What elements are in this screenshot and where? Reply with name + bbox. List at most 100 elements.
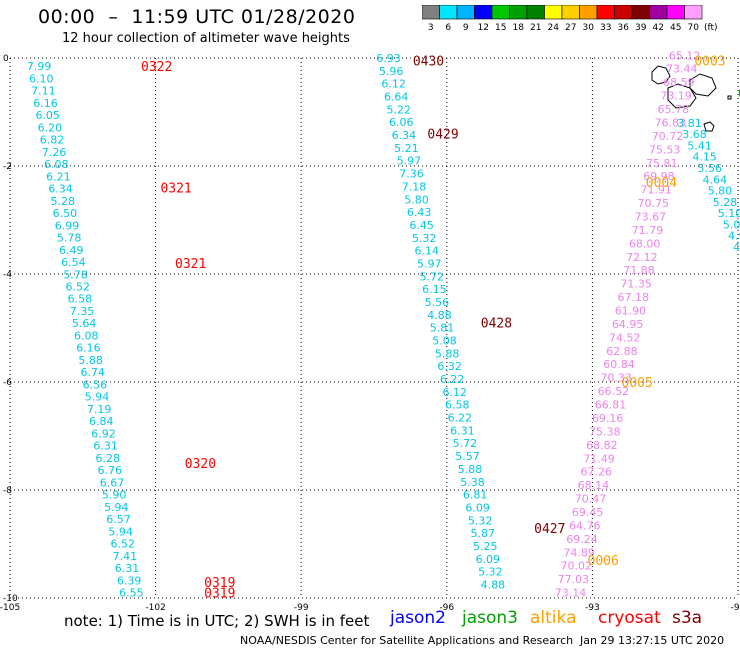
wave-height-point: 75.81 — [646, 157, 678, 170]
wave-height-point: 6.34 — [392, 129, 417, 142]
colorbar-label: 9 — [463, 23, 469, 33]
wave-height-point: 5.57 — [455, 450, 480, 463]
wave-height-point: 6.74 — [80, 366, 105, 379]
wave-height-point: 6.55 — [119, 587, 144, 600]
wave-height-point: 6.67 — [100, 476, 125, 489]
wave-height-point: 6.52 — [65, 280, 90, 293]
wave-height-point: 65.12 — [669, 49, 701, 62]
wave-height-point: 66.52 — [598, 385, 630, 398]
colorbar-label: 15 — [495, 23, 506, 33]
colorbar-label: 70 — [688, 23, 700, 33]
wave-height-point: 6.31 — [93, 440, 118, 453]
wave-height-point: 5.72 — [453, 437, 478, 450]
wave-height-point: 6.31 — [450, 424, 475, 437]
wave-height-point: 7.35 — [70, 305, 95, 318]
wave-height-point: 5.56 — [698, 162, 723, 175]
colorbar-label: 27 — [565, 23, 576, 33]
wave-height-point: 5.94 — [104, 501, 129, 514]
wave-height-point: 4.15 — [692, 151, 717, 164]
wave-height-point: 77.03 — [558, 573, 590, 586]
colorbar-label: 42 — [653, 23, 664, 33]
wave-height-point: 6.92 — [91, 427, 116, 440]
wave-height-point: 69.16 — [592, 412, 624, 425]
wave-height-point: 4.60 — [733, 241, 740, 254]
wave-height-point: 5.97 — [417, 257, 442, 270]
wave-height-point: 5.64 — [72, 317, 97, 330]
wave-height-point: 6.09 — [465, 501, 490, 514]
footer-note: note: 1) Time is in UTC; 2) SWH is in fe… — [64, 612, 370, 630]
wave-height-point: 70.72 — [652, 130, 684, 143]
wave-height-point: 75.38 — [589, 425, 621, 438]
wave-height-point: 68.14 — [578, 479, 610, 492]
colorbar-label: 30 — [583, 23, 595, 33]
wave-height-point: 6.93 — [376, 52, 401, 65]
wave-height-point: 5.97 — [397, 155, 422, 168]
colorbar-label: 36 — [618, 23, 630, 33]
colorbar-label: 3 — [428, 23, 434, 33]
wave-height-point: 71.79 — [632, 224, 664, 237]
y-tick-label: -2 — [3, 162, 12, 172]
wave-height-point: 69.98 — [643, 170, 675, 183]
wave-height-point: 61.90 — [615, 305, 647, 318]
colorbar-label: 12 — [478, 23, 489, 33]
wave-height-point: 6.22 — [448, 412, 473, 425]
wave-height-point: 5.88 — [435, 347, 460, 360]
wave-height-point: 6.43 — [407, 206, 432, 219]
wave-height-point: 70.47 — [575, 493, 607, 506]
wave-height-point: 5.28 — [50, 195, 75, 208]
time-label: 0428 — [481, 317, 512, 332]
wave-height-point: 62.88 — [606, 345, 638, 358]
wave-height-point: 67.18 — [618, 291, 650, 304]
wave-height-point: 6.34 — [48, 183, 73, 196]
wave-height-point: 68.59 — [663, 76, 695, 89]
time-label: 0427 — [534, 522, 565, 537]
time-label: 053 — [738, 87, 740, 102]
time-label: 0003 — [694, 55, 725, 70]
colorbar-label: 39 — [635, 23, 647, 33]
wave-height-point: 6.58 — [68, 293, 93, 306]
wave-height-point: 6.08 — [74, 329, 99, 342]
satellite-legend-jason3: jason3 — [462, 608, 518, 628]
colorbar-label: 45 — [670, 23, 681, 33]
x-tick-label: -102 — [145, 603, 165, 613]
wave-height-point: 6.82 — [40, 134, 65, 147]
wave-height-point: 6.50 — [53, 207, 78, 220]
wave-height-point: 6.31 — [115, 562, 140, 575]
wave-height-point: 74.89 — [563, 546, 595, 559]
wave-height-point: 4.88 — [481, 579, 506, 592]
wave-height-point: 4.94 — [728, 230, 740, 243]
wave-height-point: 5.87 — [470, 527, 495, 540]
wave-height-point: 6.58 — [445, 399, 470, 412]
wave-height-point: 6.64 — [384, 91, 409, 104]
wave-height-point: 7.11 — [31, 85, 56, 98]
wave-height-point: 6.12 — [442, 386, 467, 399]
wave-height-point: 70.02 — [561, 560, 593, 573]
wave-height-point: 5.80 — [404, 193, 429, 206]
wave-height-point: 6.20 — [38, 121, 63, 134]
island-outline — [703, 121, 715, 132]
wave-height-point: 75.53 — [649, 143, 681, 156]
colorbar-label: 21 — [530, 23, 541, 33]
generated-timestamp: Jan 29 13:27:15 UTC 2020 — [580, 634, 725, 647]
wave-height-point: 5.32 — [468, 514, 493, 527]
wave-height-point: 7.26 — [42, 146, 67, 159]
chart-title: 00:00 – 11:59 UTC 01/28/2020 — [38, 6, 356, 28]
wave-height-point: 5.21 — [394, 142, 419, 155]
wave-height-point: 5.80 — [708, 185, 733, 198]
satellite-legend-jason2: jason2 — [390, 608, 446, 628]
time-label: 0006 — [588, 554, 619, 569]
chart-subtitle: 12 hour collection of altimeter wave hei… — [62, 31, 350, 46]
wave-height-point: 5.25 — [473, 540, 498, 553]
wave-height-point: 71.35 — [620, 278, 652, 291]
wave-height-point: 5.94 — [85, 391, 110, 404]
wave-height-point: 5.94 — [108, 525, 133, 538]
time-label: 0430 — [413, 55, 444, 70]
time-label: 0321 — [160, 182, 191, 197]
wave-height-point: 6.57 — [106, 513, 131, 526]
wave-height-point: 69.45 — [572, 506, 604, 519]
wave-height-point: 6.21 — [46, 170, 71, 183]
wave-height-point: 5.32 — [478, 566, 503, 579]
wave-height-point: 66.81 — [595, 399, 627, 412]
wave-height-point: 76.83 — [655, 116, 687, 129]
wave-height-point: 3.68 — [682, 128, 707, 141]
